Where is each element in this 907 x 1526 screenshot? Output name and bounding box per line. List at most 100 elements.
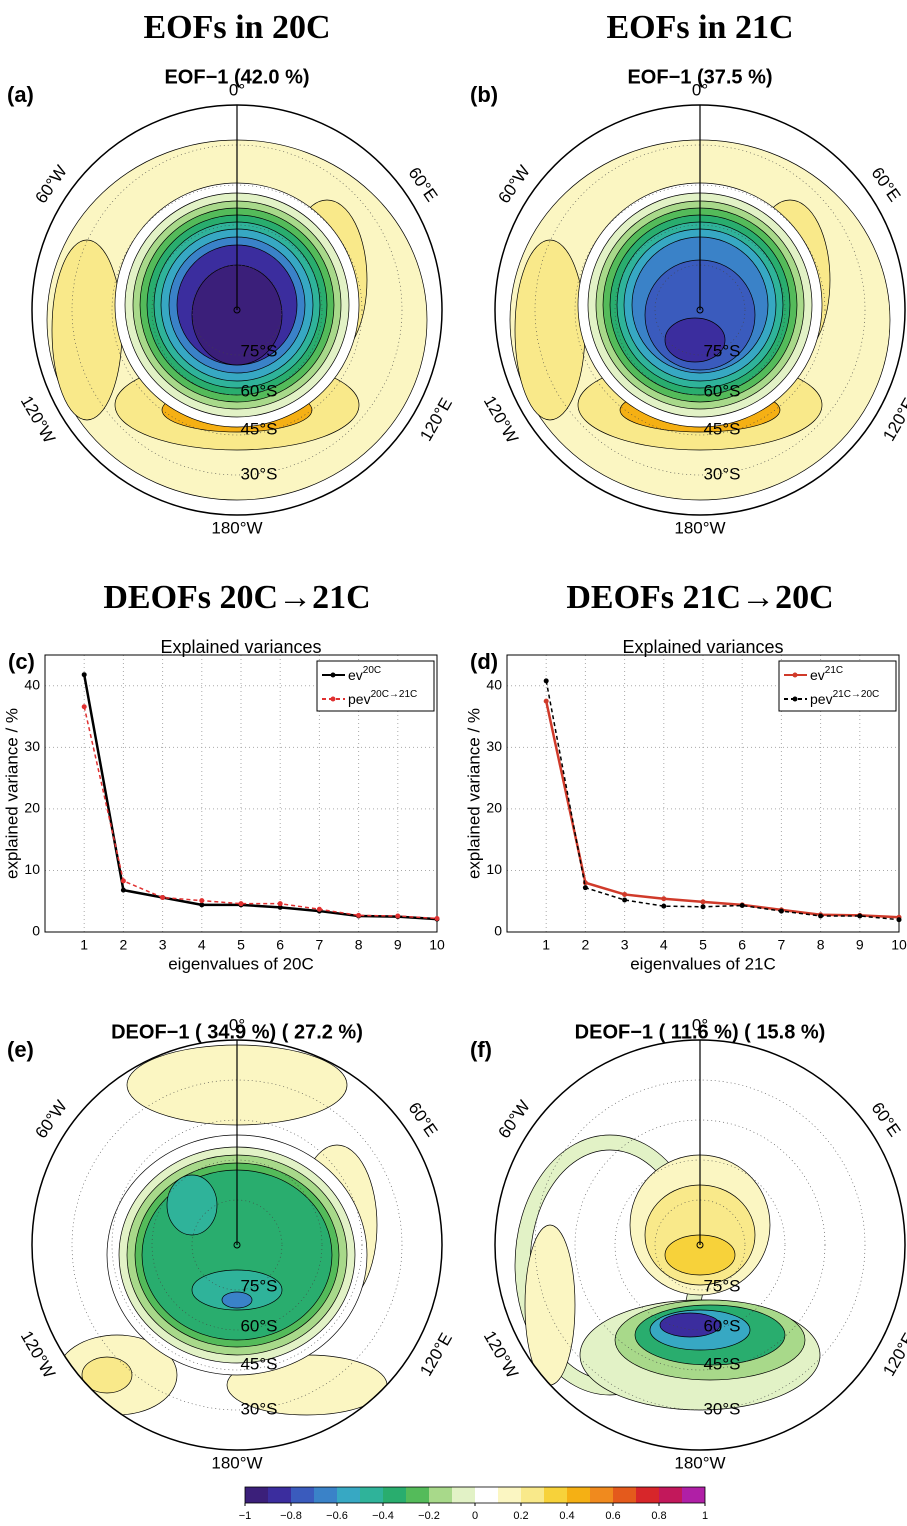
colorbar-cell: [429, 1487, 452, 1503]
point: [622, 897, 628, 903]
contour: [524, 1224, 576, 1386]
colorbar-tick-label: −0.8: [280, 1510, 302, 1522]
contour: [191, 1269, 283, 1311]
y-tick-label: 40: [24, 676, 40, 692]
colorbar-cell: [406, 1487, 429, 1503]
y-tick-label: 0: [32, 923, 40, 939]
x-tick-label: 7: [316, 937, 324, 953]
plot-frame: [506, 654, 900, 933]
colorbar-cell: [452, 1487, 475, 1503]
map-frame: [31, 104, 443, 516]
lat-circle: [614, 224, 786, 396]
point: [434, 915, 440, 921]
y-tick-label: 30: [486, 738, 502, 754]
meridian-label: 120°E: [416, 395, 456, 445]
point: [543, 698, 549, 704]
series-line: [83, 706, 438, 920]
point: [700, 899, 706, 905]
panel-label: (c): [8, 649, 35, 674]
latitude-label: 60°S: [240, 381, 277, 400]
meridian-label: 180°W: [674, 1453, 725, 1472]
latitude-label: 60°S: [703, 1316, 740, 1335]
contour: [221, 1291, 253, 1309]
point: [120, 878, 126, 884]
x-tick-label: 1: [542, 937, 550, 953]
colorbar-tick-label: −0.4: [372, 1510, 394, 1522]
point: [160, 895, 166, 901]
heading: EOFs in 20C: [143, 9, 330, 46]
panel-label: (a): [7, 82, 34, 107]
point: [199, 902, 205, 908]
point: [661, 896, 667, 902]
point: [700, 904, 706, 910]
pole: [696, 1241, 704, 1249]
map-frame: [494, 104, 906, 516]
legend-sup: 20C: [363, 665, 381, 676]
legend-name: pev: [348, 691, 371, 707]
latitude-label: 30°S: [703, 464, 740, 483]
meridian-label: 0°: [229, 80, 245, 99]
point: [395, 913, 401, 919]
latitude-label: 30°S: [240, 1399, 277, 1418]
panel-label: (d): [470, 649, 498, 674]
x-tick-label: 10: [429, 937, 445, 953]
lat-circle: [654, 1199, 746, 1291]
pole: [696, 306, 704, 314]
x-tick-label: 9: [394, 937, 402, 953]
map-body: [495, 1040, 905, 1450]
series-line: [544, 700, 900, 919]
colorbar-tick-label: 0: [472, 1510, 478, 1522]
legend-entry: ev21C: [810, 665, 843, 683]
colorbar-cell: [268, 1487, 291, 1503]
point: [199, 898, 205, 904]
lat-circle: [614, 1159, 786, 1331]
legend-box: [316, 660, 435, 712]
y-tick-label: 0: [494, 923, 502, 939]
colorbar-tick-label: −1: [239, 1510, 252, 1522]
colorbar-cell: [291, 1487, 314, 1503]
x-tick-label: 3: [621, 937, 629, 953]
meridian-label: 0°: [229, 1015, 245, 1034]
colorbar-tick-label: 0.2: [513, 1510, 528, 1522]
lat-circle: [151, 1159, 323, 1331]
point: [277, 904, 283, 910]
point: [622, 891, 628, 897]
meridian-label: 120°E: [416, 1330, 456, 1380]
x-tick-label: 6: [276, 937, 284, 953]
x-tick-label: 6: [738, 937, 746, 953]
colorbar-cell: [337, 1487, 360, 1503]
point: [316, 906, 322, 912]
lat-circle: [191, 1199, 283, 1291]
point: [81, 672, 87, 678]
lat-circle: [654, 264, 746, 356]
legend-sup: 21C: [825, 665, 843, 676]
y-tick-label: 40: [486, 676, 502, 692]
meridian-label: 180°W: [211, 1453, 262, 1472]
point: [739, 903, 745, 909]
meridian-label: 0°: [692, 1015, 708, 1034]
lat-circle: [71, 144, 403, 476]
x-tick-label: 8: [817, 937, 825, 953]
colorbar-cell: [636, 1487, 659, 1503]
x-tick-label: 5: [237, 937, 245, 953]
legend-entry: pev20C→21C: [348, 689, 417, 707]
point: [582, 885, 588, 891]
contour: [51, 239, 123, 421]
point: [356, 912, 362, 918]
x-axis-label: eigenvalues of 21C: [630, 954, 776, 973]
meridian-label: 0°: [692, 80, 708, 99]
pole: [233, 1241, 241, 1249]
latitude-label: 75°S: [703, 341, 740, 360]
x-tick-label: 2: [120, 937, 128, 953]
legend-name: ev: [348, 667, 363, 683]
colorbar-cell: [521, 1487, 544, 1503]
x-tick-label: 9: [856, 937, 864, 953]
chart-title: Explained variances: [622, 637, 783, 657]
colorbar-cell: [567, 1487, 590, 1503]
panel-label: (f): [470, 1037, 492, 1062]
panel-label: (e): [7, 1037, 34, 1062]
point: [778, 908, 784, 914]
colorbar-cell: [659, 1487, 682, 1503]
latitude-label: 45°S: [703, 1354, 740, 1373]
point: [277, 901, 283, 907]
